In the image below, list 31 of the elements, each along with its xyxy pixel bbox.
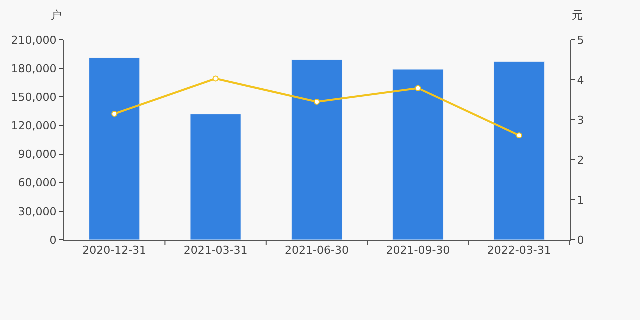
x-tick-label: 2021-06-30 [285, 244, 349, 258]
point [212, 76, 219, 82]
point [415, 85, 422, 92]
y2-tick-label: 4 [577, 74, 584, 87]
y2-tick-label: 0 [577, 234, 584, 247]
y-tick-label: 30,000 [18, 205, 57, 218]
bar [291, 60, 343, 240]
y-tick-label: 90,000 [18, 148, 57, 162]
point [516, 132, 522, 139]
point [314, 99, 320, 105]
y2-tick-label: 2 [577, 154, 584, 167]
x-tick-label: 2022-03-31 [487, 244, 552, 258]
bar [494, 62, 545, 240]
y2-tick-label: 3 [577, 114, 584, 127]
y-tick-label: 120,000 [11, 120, 57, 133]
x-tick-label: 2021-03-31 [184, 244, 248, 258]
y-tick-label: 60,000 [18, 176, 57, 190]
x-tick-label: 2021-09-30 [386, 244, 450, 258]
y2-axis-title: 元 [572, 9, 583, 22]
y-tick-label: 210,000 [11, 34, 57, 47]
bar [190, 114, 242, 240]
y-tick-label: 150,000 [11, 90, 57, 104]
bar [89, 58, 140, 240]
bar [392, 69, 444, 240]
y-tick-label: 180,000 [11, 62, 57, 76]
y2-tick-label: 5 [577, 34, 584, 47]
y-axis-title: 户 [51, 9, 62, 22]
y-tick-label: 0 [50, 234, 57, 247]
y2-tick-label: 1 [577, 194, 584, 207]
x-tick-label: 2020-12-31 [82, 244, 147, 258]
point [112, 111, 118, 117]
